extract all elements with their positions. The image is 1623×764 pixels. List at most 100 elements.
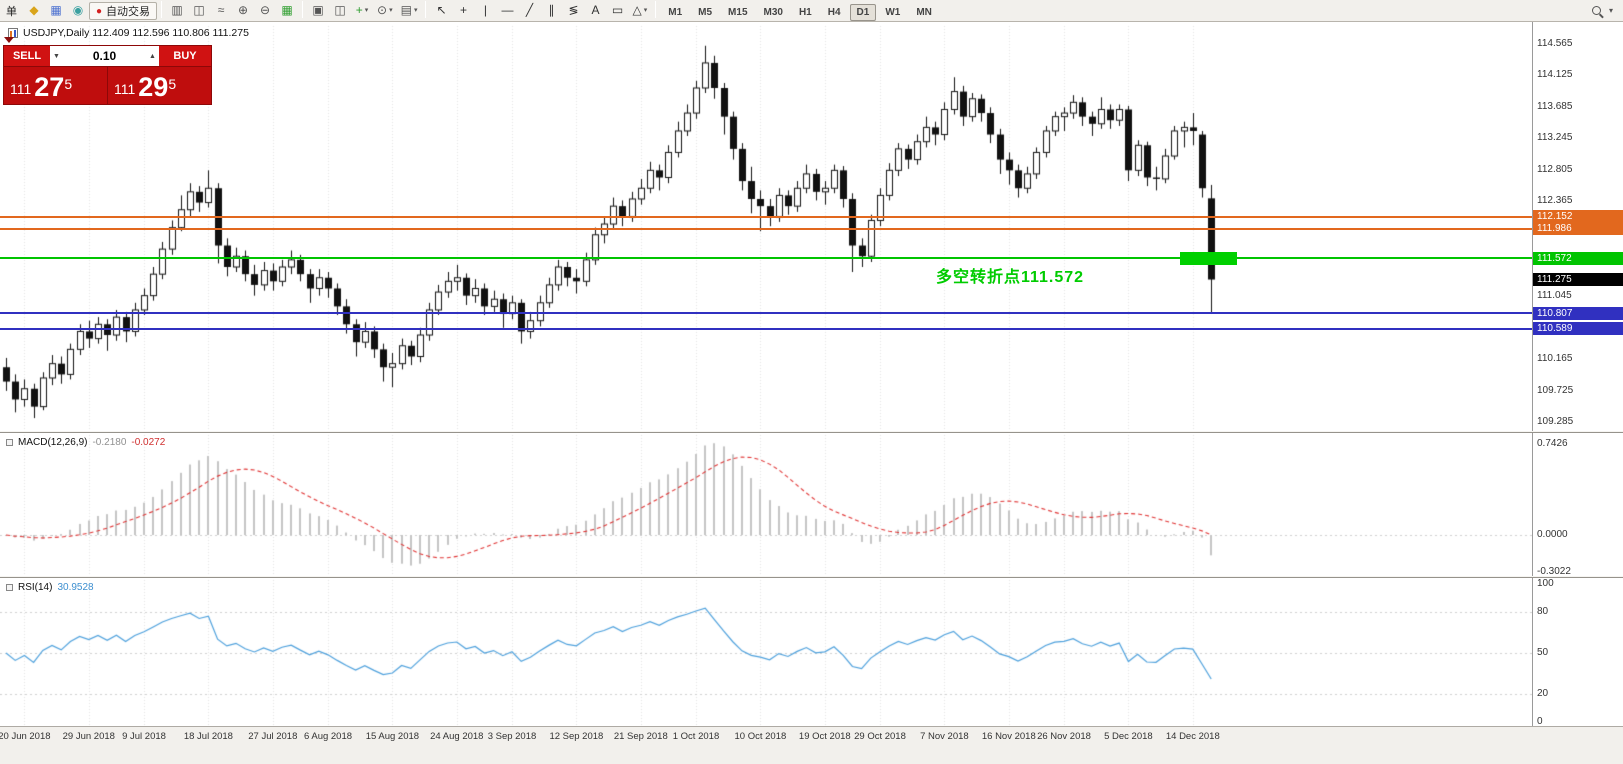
date-label: 27 Jul 2018 xyxy=(248,731,298,742)
zoom-in-icon[interactable]: ⊕ xyxy=(238,2,249,17)
trade-panel-top-row: SELL ▼ ▲ BUY xyxy=(4,46,211,67)
toolbar: 单 ◆ ▦ ◉ ● 自动交易 ▥ ◫ ≈ ⊕ ⊖ ▦ ▣ ◫ + ▾ ⊙ ▾ ▤ ▾ ↖ + | — ╱ ∥ ≶ A ▭ △ ▾ M1 M5… xyxy=(0,0,1623,22)
chevron-down-icon: ▾ xyxy=(413,6,418,14)
axis-label: 0.0000 xyxy=(1537,529,1568,540)
hline-110.589[interactable] xyxy=(0,327,1532,330)
timeframe-button-W1[interactable]: W1 xyxy=(885,6,901,18)
axis-label: 112.805 xyxy=(1537,163,1573,175)
period-icon[interactable]: ⊙ ▾ xyxy=(377,2,393,17)
axis-label: 80 xyxy=(1537,605,1549,617)
channel-icon[interactable]: ∥ xyxy=(548,2,555,17)
date-label: 14 Dec 2018 xyxy=(1165,731,1220,742)
date-label: 18 Jul 2018 xyxy=(183,731,233,742)
timeframe-button-H1[interactable]: H1 xyxy=(798,6,812,18)
timeframe-button-M1[interactable]: M1 xyxy=(668,6,683,18)
volume-input[interactable] xyxy=(63,48,146,64)
hline-112.152[interactable] xyxy=(0,215,1532,218)
timeframe-button-D1[interactable]: D1 xyxy=(849,3,877,21)
autotrade-icon: ● xyxy=(96,5,103,17)
date-label: 5 Dec 2018 xyxy=(1104,731,1153,742)
fibonacci-icon[interactable]: ≶ xyxy=(568,2,579,17)
chevron-down-icon[interactable]: ▾ xyxy=(1608,6,1613,15)
volume-decrease-icon[interactable]: ▼ xyxy=(53,52,60,60)
autotrade-button[interactable]: ● 自动交易 xyxy=(89,2,158,21)
main-chart-canvas[interactable] xyxy=(0,22,1532,726)
hline-111.572[interactable] xyxy=(0,257,1532,260)
symbol-title: USDJPY,Daily 112.409 112.596 110.806 111… xyxy=(23,27,249,39)
chevron-down-icon: ▾ xyxy=(643,6,648,14)
axis-label: 50 xyxy=(1537,647,1549,658)
date-label: 26 Nov 2018 xyxy=(1037,731,1091,742)
label-icon[interactable]: ▭ xyxy=(611,2,624,17)
buy-button[interactable]: BUY xyxy=(159,46,211,66)
template-icon[interactable]: ▤ ▾ xyxy=(400,2,418,17)
cascade-windows-icon[interactable]: ◫ xyxy=(334,2,346,17)
volume-field-wrap: ▼ ▲ xyxy=(50,46,159,66)
grid-icon[interactable]: ▦ xyxy=(281,2,293,17)
toolbar-separator xyxy=(161,0,163,18)
sell-price[interactable]: 111 27 5 xyxy=(4,67,107,104)
hline-110.807[interactable] xyxy=(0,312,1532,315)
hline-111.986[interactable] xyxy=(0,227,1532,230)
axis-label: 113.685 xyxy=(1537,100,1573,112)
axis-label: 113.245 xyxy=(1537,132,1573,144)
date-label: 29 Jun 2018 xyxy=(62,731,115,742)
new-chart-icon[interactable]: + ▾ xyxy=(355,2,369,17)
axis-label: 112.365 xyxy=(1537,195,1573,207)
cursor-icon[interactable]: ↖ xyxy=(436,2,447,17)
macd-value-main: -0.2180 xyxy=(92,437,127,448)
rsi-value: 30.9528 xyxy=(57,582,94,593)
highlight-box[interactable] xyxy=(1180,251,1237,265)
date-label: 21 Sep 2018 xyxy=(613,731,668,742)
timeframe-button-M15[interactable]: M15 xyxy=(728,6,748,18)
volume-increase-icon[interactable]: ▲ xyxy=(149,52,156,60)
date-label: 12 Sep 2018 xyxy=(549,731,604,742)
line-chart-icon[interactable]: ≈ xyxy=(217,2,225,17)
candlestick-icon[interactable]: ◫ xyxy=(193,2,205,17)
timeframe-button-MN[interactable]: MN xyxy=(916,6,932,18)
bar-chart-icon[interactable]: ▥ xyxy=(171,2,183,17)
timeframe-button-H4[interactable]: H4 xyxy=(827,6,841,18)
zoom-out-icon[interactable]: ⊖ xyxy=(260,2,271,17)
text-icon[interactable]: A xyxy=(591,2,600,17)
menu-collapsed[interactable]: 单 xyxy=(6,5,17,18)
tile-windows-icon[interactable]: ▣ xyxy=(312,2,324,17)
crosshair-icon[interactable]: + xyxy=(459,2,467,17)
annotation-text[interactable]: 多空转折点111.572 xyxy=(936,269,1085,287)
toolbar-icons: ◆ ▦ ◉ ● 自动交易 ▥ ◫ ≈ ⊕ ⊖ ▦ ▣ ◫ + ▾ ⊙ ▾ ▤ ▾ ↖ + | — ╱ ∥ ≶ A ▭ △ ▾ xyxy=(23,0,660,21)
date-label: 15 Aug 2018 xyxy=(365,731,420,742)
timeframe-group: M1 M5 M15 M30 H1 H4 D1 W1 MN xyxy=(660,2,940,21)
date-label: 10 Oct 2018 xyxy=(734,731,787,742)
panel-divider[interactable] xyxy=(0,431,1623,433)
macd-label: MACD(12,26,9) -0.2180 -0.0272 xyxy=(6,437,165,448)
buy-price-prefix: 111 xyxy=(114,81,136,97)
macd-name: MACD(12,26,9) xyxy=(18,437,88,448)
trade-panel-collapse-icon[interactable] xyxy=(4,37,14,43)
timeframe-button-M5[interactable]: M5 xyxy=(698,6,713,18)
trendline-icon[interactable]: ╱ xyxy=(525,2,534,17)
search-icon[interactable] xyxy=(1591,6,1601,15)
navigator-icon[interactable]: ◉ xyxy=(72,2,84,17)
toolbar-separator xyxy=(302,0,304,18)
timeframe-button-M30[interactable]: M30 xyxy=(763,6,783,18)
market-watch-icon[interactable]: ▦ xyxy=(50,2,62,17)
date-label: 24 Aug 2018 xyxy=(430,731,484,742)
axis-label: 114.565 xyxy=(1537,37,1573,49)
indicator-icon xyxy=(6,439,13,446)
date-axis[interactable]: 20 Jun 2018 29 Jun 2018 9 Jul 2018 18 Jul 2… xyxy=(0,726,1623,764)
sell-button[interactable]: SELL xyxy=(4,46,50,66)
axis-label: 114.125 xyxy=(1537,69,1573,81)
indicator-icon xyxy=(6,584,13,591)
sell-price-prefix: 111 xyxy=(10,81,32,97)
hline-icon[interactable]: — xyxy=(501,2,514,17)
vline-icon[interactable]: | xyxy=(483,2,488,17)
buy-price[interactable]: 111 29 5 xyxy=(107,67,211,104)
panel-divider[interactable] xyxy=(0,576,1623,578)
date-label: 20 Jun 2018 xyxy=(0,731,51,742)
axis-label: 20 xyxy=(1537,688,1549,700)
shapes-icon[interactable]: △ ▾ xyxy=(632,2,648,17)
buy-price-main: 29 xyxy=(138,72,169,102)
price-axis[interactable]: 114.565 114.125 113.685 113.245 112.805 112.3… xyxy=(1532,22,1623,727)
new-order-icon[interactable]: ◆ xyxy=(29,2,39,17)
date-label: 9 Jul 2018 xyxy=(122,731,166,742)
